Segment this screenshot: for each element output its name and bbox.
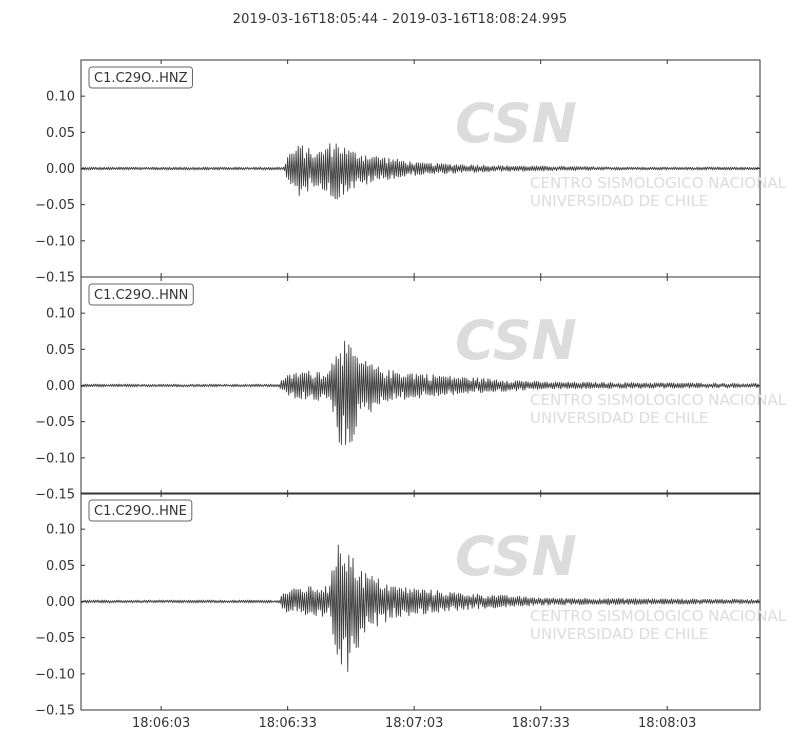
trace-label-box <box>88 499 193 522</box>
y-tick-label: −0.15 <box>35 488 75 503</box>
page-title: 2019-03-16T18:05:44 - 2019-03-16T18:08:2… <box>232 12 568 27</box>
y-tick-label: 0.00 <box>46 595 75 610</box>
x-tick-label: 18:07:03 <box>385 716 443 731</box>
trace-label: C1.C29O..HNN <box>94 288 188 303</box>
trace-label-box <box>88 66 193 89</box>
y-tick-label: −0.15 <box>35 271 75 286</box>
y-tick-label: 0.05 <box>46 559 75 574</box>
watermark-line-1: CENTRO SISMOLÓGICO NACIONAL <box>530 606 787 625</box>
y-tick-label: −0.05 <box>35 198 75 213</box>
watermark-line-1: CENTRO SISMOLÓGICO NACIONAL <box>530 390 787 409</box>
y-tick-label: −0.05 <box>35 631 75 646</box>
watermark-line-1: CENTRO SISMOLÓGICO NACIONAL <box>530 173 787 192</box>
y-tick-label: 0.05 <box>46 126 75 141</box>
trace-label: C1.C29O..HNZ <box>94 71 188 86</box>
watermark-logo: CSN <box>455 92 577 155</box>
trace-label-box <box>88 283 194 306</box>
watermark-logo: CSN <box>455 309 577 372</box>
y-tick-label: 0.00 <box>46 379 75 394</box>
y-tick-label: −0.10 <box>35 451 75 466</box>
x-tick-label: 18:08:03 <box>638 716 696 731</box>
watermark-logo: CSN <box>455 525 577 588</box>
y-tick-label: −0.10 <box>35 234 75 249</box>
waveform-trace <box>80 340 760 445</box>
waveform-trace <box>80 143 760 200</box>
y-tick-label: −0.15 <box>35 704 75 719</box>
x-tick-label: 18:06:33 <box>258 716 316 731</box>
y-tick-label: 0.00 <box>46 162 75 177</box>
waveform-trace <box>80 544 760 672</box>
y-tick-label: 0.10 <box>46 523 75 538</box>
y-tick-label: 0.10 <box>46 90 75 105</box>
watermark-line-2: UNIVERSIDAD DE CHILE <box>530 192 708 210</box>
watermark-line-2: UNIVERSIDAD DE CHILE <box>530 409 708 427</box>
trace-label: C1.C29O..HNE <box>94 504 187 519</box>
y-tick-label: 0.10 <box>46 307 75 322</box>
y-tick-label: 0.05 <box>46 343 75 358</box>
x-tick-label: 18:07:33 <box>512 716 570 731</box>
y-tick-label: −0.10 <box>35 667 75 682</box>
watermark-line-2: UNIVERSIDAD DE CHILE <box>530 625 708 643</box>
x-tick-label: 18:06:03 <box>132 716 190 731</box>
y-tick-label: −0.05 <box>35 415 75 430</box>
